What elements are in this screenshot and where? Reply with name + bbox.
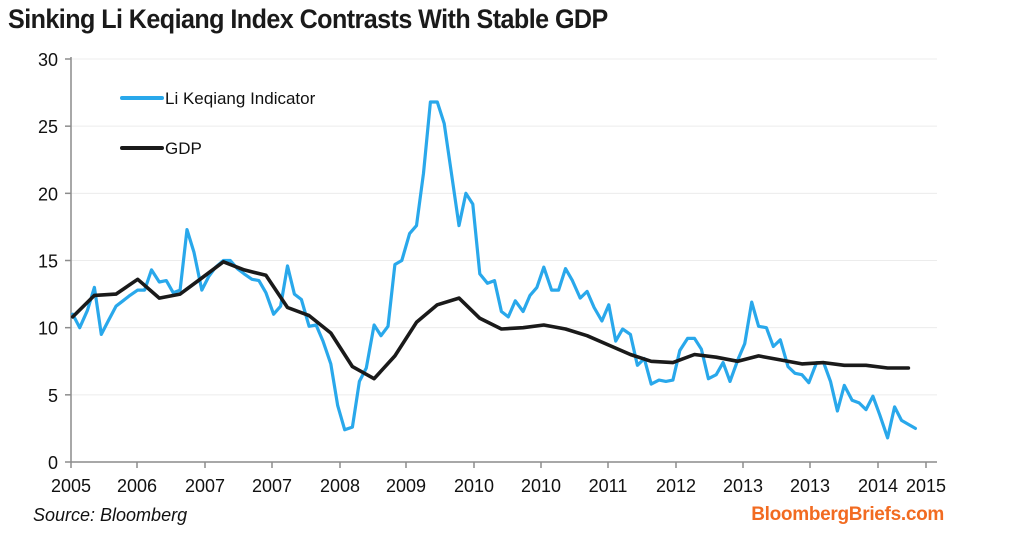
y-tick-label: 5 (48, 386, 58, 406)
x-tick-label: 2010 (454, 476, 494, 496)
x-tick-label: 2007 (252, 476, 292, 496)
y-tick-label: 15 (38, 252, 58, 272)
x-tick-label: 2010 (521, 476, 561, 496)
brand-link[interactable]: BloombergBriefs.com (751, 504, 944, 525)
x-tick-label: 2006 (117, 476, 157, 496)
legend: Li Keqiang Indicator GDP (120, 89, 316, 158)
series-lines (70, 100, 917, 440)
axes (70, 57, 937, 463)
y-tick-label: 25 (38, 117, 58, 137)
y-axis-ticks: 0 5 10 15 20 25 30 (38, 50, 71, 473)
x-tick-label: 2007 (185, 476, 225, 496)
x-tick-label: 2013 (723, 476, 763, 496)
gdp-line (70, 260, 911, 381)
source-note: Source: Bloomberg (33, 505, 188, 525)
legend-label-li-keqiang: Li Keqiang Indicator (165, 89, 316, 108)
x-tick-label: 2005 (51, 476, 91, 496)
y-tick-label: 10 (38, 319, 58, 339)
legend-label-gdp: GDP (165, 139, 202, 158)
x-axis-ticks: 2005 2006 2007 2007 2008 2009 2010 2010 2011 2012… (51, 462, 946, 496)
x-tick-label: 2015 (906, 476, 946, 496)
y-tick-label: 0 (48, 453, 58, 473)
x-tick-label: 2012 (656, 476, 696, 496)
chart-title: Sinking Li Keqiang Index Contrasts With … (8, 4, 608, 34)
y-tick-label: 20 (38, 184, 58, 204)
y-tick-label: 30 (38, 50, 58, 70)
x-tick-label: 2009 (386, 476, 426, 496)
gridlines (71, 58, 937, 396)
x-tick-label: 2011 (589, 476, 628, 496)
x-tick-label: 2008 (320, 476, 360, 496)
x-tick-label: 2014 (858, 476, 898, 496)
x-tick-label: 2013 (790, 476, 830, 496)
